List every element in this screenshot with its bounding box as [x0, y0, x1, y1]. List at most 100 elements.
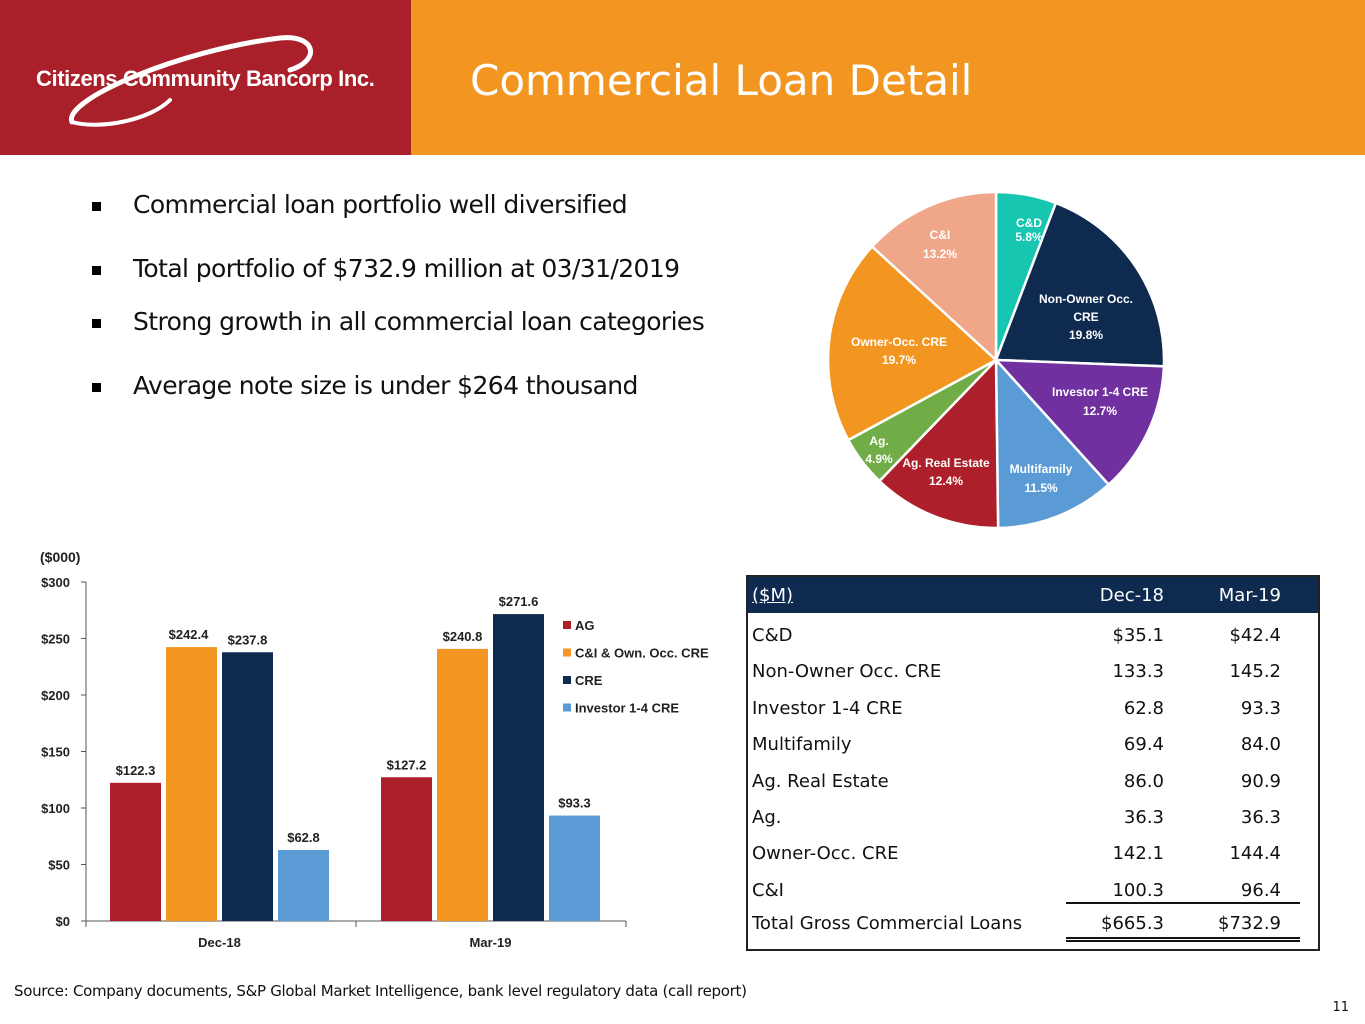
pie-slice-value: 19.7%	[882, 353, 916, 367]
pie-slice-name: CRE	[1073, 310, 1098, 324]
pie-slice	[826, 244, 999, 442]
bullet-marker-icon	[92, 266, 101, 275]
source-note: Source: Company documents, S&P Global Ma…	[14, 982, 747, 1000]
bar-value-label: $127.2	[387, 757, 427, 772]
bullet-text: Commercial loan portfolio well diversifi…	[133, 190, 628, 219]
table-header: ($M) Dec-18 Mar-19	[748, 577, 1318, 613]
legend-label: AG	[575, 618, 595, 633]
y-tick-label: $250	[41, 632, 70, 647]
pie-slice-name: Investor 1-4 CRE	[1052, 385, 1148, 399]
table-cell-label: Ag.	[752, 807, 782, 828]
table-header-unit: ($M)	[752, 585, 794, 606]
pie-slice-value: 11.5%	[1024, 481, 1058, 495]
pie-slice-name: Ag.	[869, 434, 888, 448]
bar-value-label: $237.8	[228, 632, 268, 647]
bar	[493, 614, 544, 921]
table-cell-mar: 145.2	[1229, 661, 1281, 683]
loan-table: ($M) Dec-18 Mar-19 C&D $35.1 $42.4 Non-Owne…	[746, 575, 1320, 951]
bar-value-label: $242.4	[169, 627, 210, 642]
bar	[222, 652, 273, 921]
pie-slice-value: 5.8%	[1015, 230, 1043, 244]
bullet-marker-icon	[92, 202, 101, 211]
legend-swatch	[563, 648, 571, 657]
table-cell-mar: 96.4	[1240, 879, 1281, 901]
pie-slice	[870, 190, 998, 363]
pie-slice-value: 19.8%	[1069, 328, 1103, 342]
bar-chart: ($000) $0 $50 $100 $150 $200 $250 $300 $122.3 $24…	[40, 549, 709, 950]
bar-value-label: $62.8	[287, 830, 320, 845]
total-mar: $732.9	[1218, 913, 1281, 934]
table-cell-label: Multifamily	[752, 734, 852, 756]
swoosh-icon	[69, 35, 313, 127]
pie-slice-name: Owner-Occ. CRE	[851, 335, 947, 349]
table-cell-mar: 84.0	[1240, 734, 1281, 756]
pie-slice-name: Non-Owner Occ.	[1039, 292, 1133, 306]
bullet-text: Average note size is under $264 thousand	[133, 371, 638, 400]
pie-slice-value: 4.9%	[865, 452, 893, 466]
x-category-label: Dec-18	[198, 935, 241, 950]
bar-value-label: $122.3	[116, 763, 156, 778]
table-cell-dec: 100.3	[1112, 879, 1164, 901]
bar	[437, 648, 488, 921]
pie-slice-name: Multifamily	[1010, 462, 1073, 476]
table-cell-mar: $42.4	[1229, 625, 1281, 646]
y-tick-label: $100	[41, 801, 70, 816]
pie-slice-value: 12.4%	[929, 474, 963, 488]
table-cell-mar: 90.9	[1240, 770, 1281, 792]
table-cell-mar: 36.3	[1240, 807, 1281, 828]
page-number: 11	[1332, 1000, 1349, 1015]
table-cell-dec: 69.4	[1123, 734, 1164, 756]
pie-slice-value: 13.2%	[923, 247, 957, 261]
table-cell-label: Ag. Real Estate	[752, 770, 889, 792]
total-label: Total Gross Commercial Loans	[752, 913, 1023, 934]
table-cell-label: Investor 1-4 CRE	[752, 697, 903, 719]
legend-swatch	[563, 621, 571, 629]
bar	[110, 782, 161, 921]
bullet-marker-icon	[92, 319, 101, 328]
legend-label: CRE	[575, 673, 603, 688]
bar-value-label: $271.6	[499, 594, 539, 609]
table-cell-label: Non-Owner Occ. CRE	[752, 661, 942, 683]
table-cell-dec: 36.3	[1123, 807, 1164, 828]
pie-slice-name: C&I	[930, 228, 951, 242]
pie-slice	[994, 201, 1166, 368]
y-tick-label: $300	[41, 575, 70, 590]
table-header-dec: Dec-18	[1099, 585, 1164, 606]
table-cell-mar: 93.3	[1240, 697, 1281, 719]
header-bar: Citizens Community Bancorp Inc. Commerci…	[0, 0, 1365, 155]
table-cell-dec: 133.3	[1112, 661, 1164, 683]
bar-value-label: $93.3	[558, 796, 591, 811]
y-tick-label: $0	[56, 914, 70, 929]
y-tick-label: $150	[41, 745, 70, 760]
total-double-rule	[1066, 937, 1300, 942]
y-tick-label: $200	[41, 688, 70, 703]
y-unit-label: ($000)	[40, 549, 80, 565]
table-cell-dec: $35.1	[1112, 625, 1164, 646]
pie-slice-name: C&D	[1016, 216, 1042, 230]
pie-slice	[877, 356, 1000, 530]
logo: Citizens Community Bancorp Inc.	[0, 0, 411, 155]
table-cell-label: C&I	[752, 879, 784, 901]
table-cell-label: Owner-Occ. CRE	[752, 843, 899, 865]
company-name: Citizens Community Bancorp Inc.	[36, 66, 375, 91]
table-cell-mar: 144.4	[1229, 843, 1281, 865]
bullet-text: Total portfolio of $732.9 million at 03/…	[133, 254, 680, 283]
legend-label: Investor 1-4 CRE	[575, 701, 679, 716]
y-tick-label: $50	[48, 858, 70, 873]
x-category-label: Mar-19	[470, 935, 512, 950]
legend-swatch	[563, 703, 571, 712]
page-title: Commercial Loan Detail	[470, 56, 973, 105]
table-cell-dec: 62.8	[1123, 697, 1164, 719]
bar	[381, 777, 432, 921]
pie-slice-name: Ag. Real Estate	[902, 456, 990, 470]
table-header-mar: Mar-19	[1218, 585, 1281, 606]
bar	[549, 815, 600, 921]
pie-chart: C&D5.8% Non-Owner Occ. CRE 19.8% Investor 1-…	[826, 190, 1166, 530]
bar-value-label: $240.8	[443, 629, 483, 644]
legend-label: C&I & Own. Occ. CRE	[575, 646, 709, 661]
bar	[278, 850, 329, 921]
subtotal-rule	[1066, 902, 1300, 904]
table-cell-dec: 86.0	[1123, 770, 1164, 792]
total-dec: $665.3	[1101, 913, 1164, 934]
legend-swatch	[563, 676, 571, 684]
